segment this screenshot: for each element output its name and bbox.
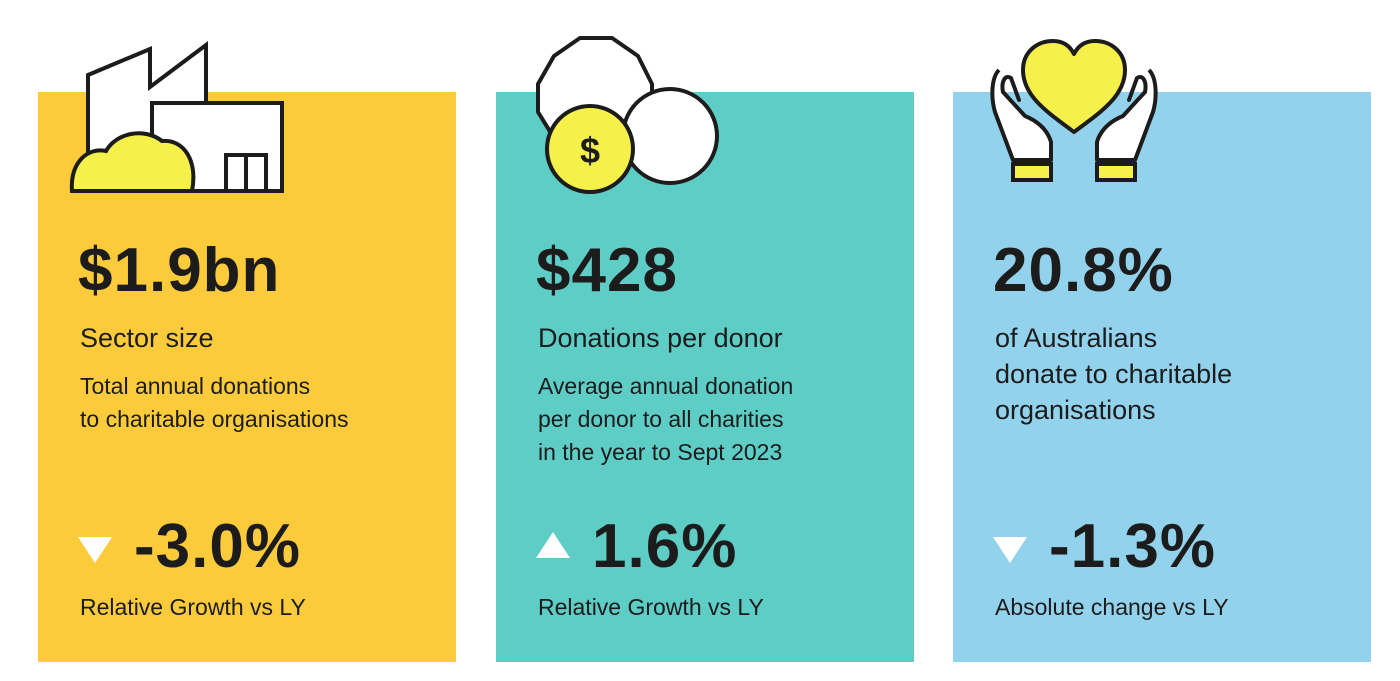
- australians-donate-change-label: Absolute change vs LY: [995, 594, 1229, 620]
- sector-size-card: $1.9bn Sector size Total annual donation…: [38, 41, 456, 662]
- coin-dollar-symbol: $: [580, 130, 600, 171]
- australians-donate-change-value: -1.3%: [1049, 512, 1216, 581]
- donations-per-donor-title: Donations per donor: [538, 323, 783, 353]
- australians-donate-card: 20.8% of Australians donate to charitabl…: [953, 39, 1371, 662]
- sector-size-change-label: Relative Growth vs LY: [80, 594, 306, 620]
- coins-dollar-icon: $: [536, 36, 719, 194]
- sector-size-change-value: -3.0%: [134, 512, 301, 581]
- donations-per-donor-description: Average annual donation per donor to all…: [538, 373, 794, 465]
- down-triangle-icon: [993, 537, 1027, 563]
- building-icon: [69, 41, 284, 193]
- donations-per-donor-change: 1.6%: [536, 512, 737, 582]
- sector-size-title: Sector size: [80, 323, 214, 353]
- donations-per-donor-change-label: Relative Growth vs LY: [538, 594, 764, 620]
- donations-per-donor-card: $ $428 Donations per donor Average annua…: [496, 36, 914, 662]
- sector-size-change: -3.0%: [78, 512, 301, 582]
- down-triangle-icon: [78, 537, 112, 563]
- hands-heart-icon: [990, 39, 1158, 182]
- up-triangle-icon: [536, 532, 570, 558]
- sector-size-description: Total annual donations to charitable org…: [80, 373, 349, 432]
- donations-per-donor-change-value: 1.6%: [592, 512, 738, 581]
- australians-donate-change: -1.3%: [993, 512, 1216, 582]
- australians-donate-title: of Australians donate to charitable orga…: [995, 323, 1233, 425]
- donations-per-donor-value: $428: [536, 236, 678, 305]
- australians-donate-value: 20.8%: [993, 236, 1174, 305]
- sector-size-value: $1.9bn: [78, 236, 281, 305]
